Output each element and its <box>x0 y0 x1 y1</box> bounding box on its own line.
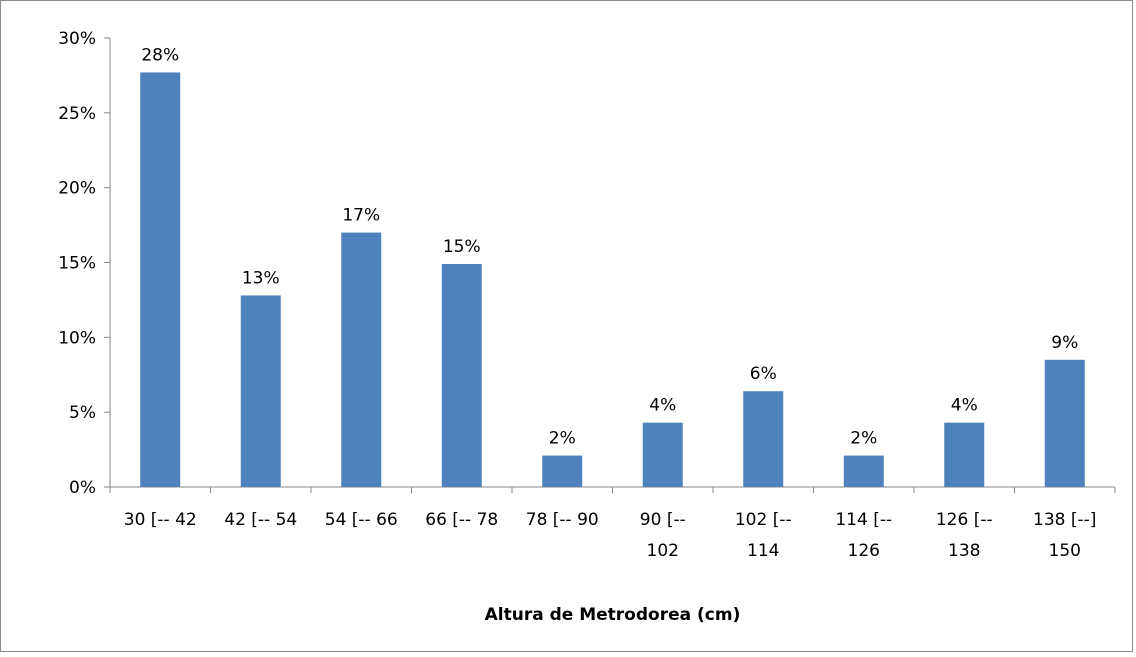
bar <box>542 455 583 487</box>
y-tick-label: 20% <box>58 179 96 199</box>
data-label: 17% <box>342 206 380 226</box>
bar <box>642 422 683 487</box>
y-tick-label: 15% <box>58 254 96 274</box>
data-label: 13% <box>242 268 280 288</box>
category-label: 138 <box>948 541 980 561</box>
bar <box>341 232 382 487</box>
data-label: 4% <box>951 396 978 416</box>
x-axis <box>109 486 1116 493</box>
y-tick-label: 5% <box>69 403 96 423</box>
category-labels: 30 [-- 42 42 [-- 54 54 [-- 66 66 [-- 78 78 [… <box>124 510 1097 561</box>
category-label: 90 [-- <box>640 510 686 530</box>
data-label: 6% <box>750 364 777 384</box>
category-label: 54 [-- 66 <box>325 510 398 530</box>
data-label: 9% <box>1051 333 1078 353</box>
bar <box>140 72 181 487</box>
data-label: 28% <box>141 45 179 65</box>
y-tick-label: 30% <box>58 29 96 49</box>
bar-series <box>140 72 1085 487</box>
category-label: 42 [-- 54 <box>224 510 297 530</box>
y-tick-label: 25% <box>58 104 96 124</box>
y-tick-label: 0% <box>69 478 96 498</box>
data-labels: 28% 13% 17% 15% 2% 4% 6% 2% 4% 9% <box>141 45 1078 448</box>
bar <box>1044 359 1085 487</box>
category-label: 126 [-- <box>936 510 993 530</box>
data-label: 2% <box>549 429 576 449</box>
category-label: 138 [--] <box>1033 510 1096 530</box>
data-label: 15% <box>443 237 481 257</box>
bar <box>944 422 985 487</box>
data-label: 2% <box>850 429 877 449</box>
category-label: 78 [-- 90 <box>526 510 599 530</box>
category-label: 102 <box>647 541 679 561</box>
y-axis: 0% 5% 10% 15% 20% 25% 30% <box>58 29 111 498</box>
category-label: 30 [-- 42 <box>124 510 197 530</box>
category-label: 114 <box>747 541 779 561</box>
bar <box>240 295 281 487</box>
x-axis-title: Altura de Metrodorea (cm) <box>485 605 741 625</box>
category-label: 66 [-- 78 <box>425 510 498 530</box>
bar <box>743 391 784 487</box>
category-label: 126 <box>848 541 880 561</box>
category-label: 150 <box>1049 541 1081 561</box>
category-label: 114 [-- <box>835 510 892 530</box>
data-label: 4% <box>649 396 676 416</box>
y-tick-label: 10% <box>58 328 96 348</box>
category-label: 102 [-- <box>735 510 792 530</box>
bar <box>843 455 884 487</box>
bar <box>441 263 482 487</box>
